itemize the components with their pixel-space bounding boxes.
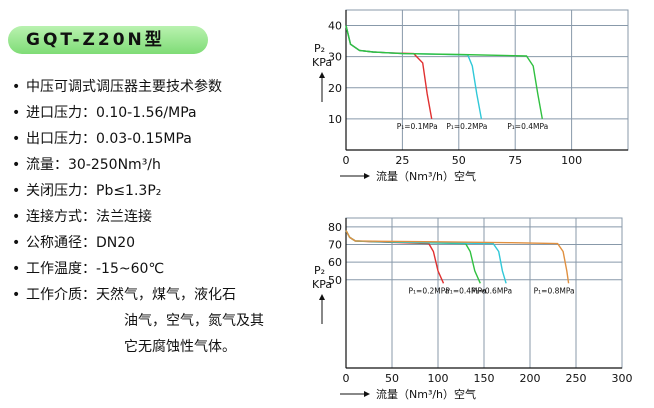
- series-label: P₁=0.2MPa: [409, 286, 450, 295]
- y-tick-label: 50: [328, 274, 342, 287]
- spec-item: • 工作介质：天然气，煤气，液化石: [12, 287, 236, 303]
- series-line: [345, 230, 570, 284]
- x-tick-label: 0: [343, 154, 350, 167]
- y-axis-unit: KPa: [312, 278, 332, 291]
- y-tick-label: 60: [328, 256, 342, 269]
- product-title: GQT-Z20N型: [8, 26, 208, 54]
- y-axis-arrow-head: [319, 294, 325, 300]
- y-tick-label: 40: [328, 20, 342, 33]
- spec-item: • 出口压力：0.03-0.15MPa: [12, 131, 192, 147]
- x-axis-arrow-head: [364, 391, 370, 397]
- x-axis-label: 流量（Nm³/h）空气: [376, 169, 476, 183]
- y-tick-label: 80: [328, 221, 342, 234]
- x-tick-label: 300: [612, 372, 633, 385]
- y-tick-label: 30: [328, 51, 342, 64]
- x-tick-label: 0: [343, 372, 350, 385]
- spec-item: • 关闭压力：Pb≤1.3P₂: [12, 183, 162, 199]
- x-tick-label: 100: [561, 154, 582, 167]
- spec-item: • 公称通径：DN20: [12, 235, 136, 251]
- x-tick-label: 75: [508, 154, 522, 167]
- spec-item: • 中压可调式调压器主要技术参数: [12, 79, 222, 95]
- y-axis-label: P₂: [314, 42, 325, 55]
- x-tick-label: 250: [566, 372, 587, 385]
- spec-item-continued: 油气，空气，氮气及其: [124, 313, 264, 329]
- x-axis-arrow-head: [364, 173, 370, 179]
- spec-item-continued: 它无腐蚀性气体。: [124, 339, 236, 355]
- series-label: P₁=0.8MPa: [534, 286, 575, 295]
- series-label: P₁=0.6MPa: [471, 286, 512, 295]
- spec-list: • 中压可调式调压器主要技术参数 • 进口压力：0.10-1.56/MPa • 出口压…: [12, 74, 312, 360]
- spec-item: • 流量：30-250Nm³/h: [12, 157, 161, 173]
- series-label: P₁=0.2MPa: [446, 122, 487, 131]
- y-axis-arrow-head: [319, 72, 325, 78]
- x-tick-label: 25: [395, 154, 409, 167]
- y-axis-label: P₂: [314, 264, 325, 277]
- plot-area: [345, 9, 629, 151]
- y-tick-label: 20: [328, 82, 342, 95]
- series-label: P₁=0.4MPa: [445, 286, 486, 295]
- series-label: P₁=0.1MPa: [397, 122, 438, 131]
- series-line: [345, 25, 543, 120]
- x-tick-label: 50: [385, 372, 399, 385]
- spec-item: • 工作温度：-15~60℃: [12, 261, 165, 277]
- x-tick-label: 200: [520, 372, 541, 385]
- x-tick-label: 150: [474, 372, 495, 385]
- x-axis-label: 流量（Nm³/h）空气: [376, 387, 476, 401]
- series-label: P₁=0.4MPa: [507, 122, 548, 131]
- spec-item: • 连接方式：法兰连接: [12, 209, 152, 225]
- y-tick-label: 70: [328, 238, 342, 251]
- y-tick-label: 10: [328, 113, 342, 126]
- spec-item: • 进口压力：0.10-1.56/MPa: [12, 105, 197, 121]
- x-tick-label: 50: [452, 154, 466, 167]
- x-tick-label: 100: [428, 372, 449, 385]
- y-axis-unit: KPa: [312, 56, 332, 69]
